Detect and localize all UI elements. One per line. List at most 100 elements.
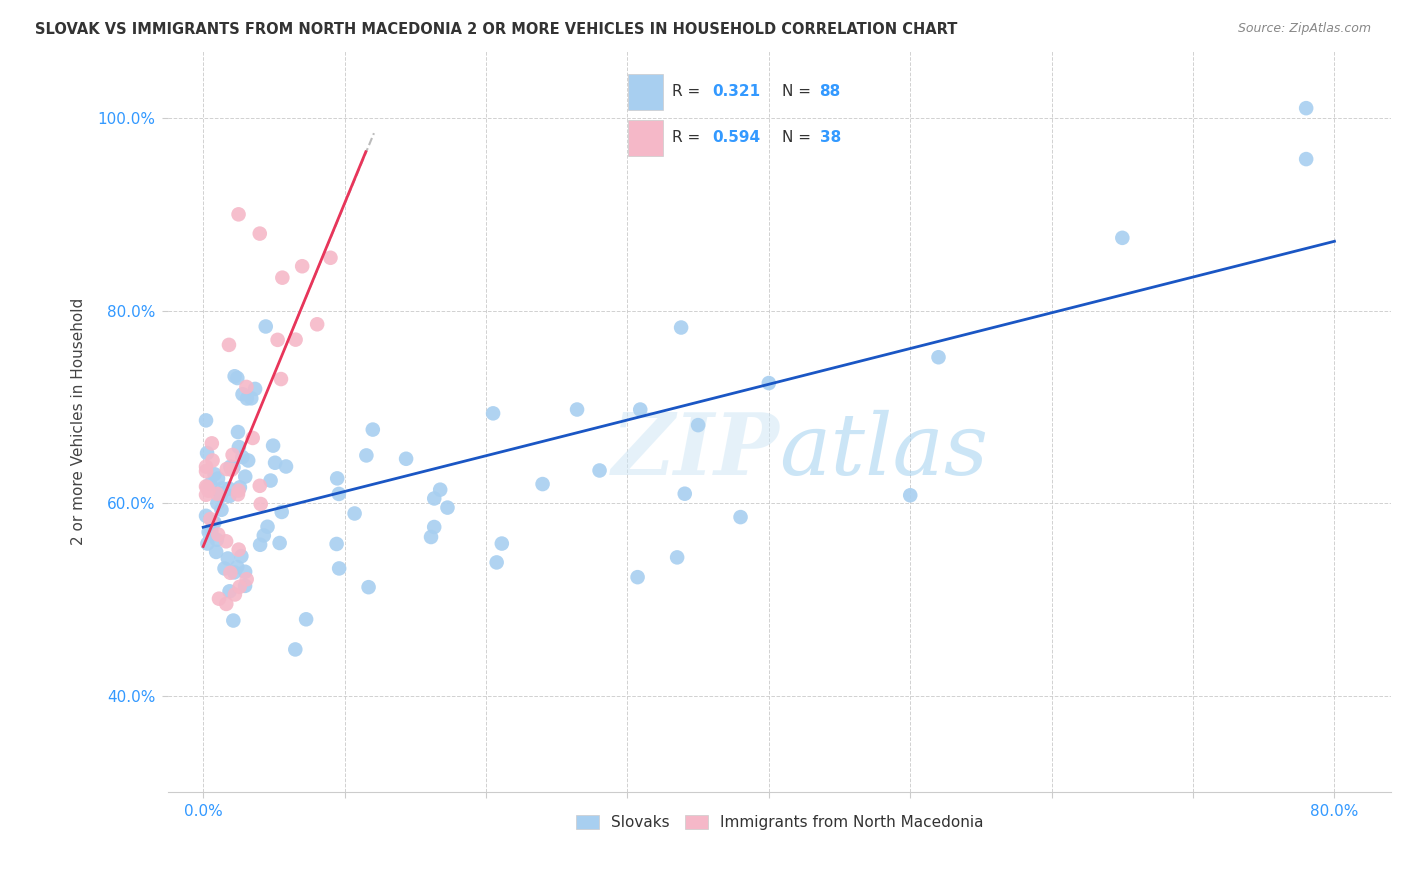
Point xyxy=(204,467,226,482)
Point xyxy=(628,402,651,417)
Point xyxy=(256,520,278,534)
Point xyxy=(730,510,752,524)
Point xyxy=(669,320,692,334)
Point xyxy=(207,472,229,486)
Point xyxy=(195,508,218,523)
Point xyxy=(201,436,224,450)
Point xyxy=(228,440,250,454)
Point xyxy=(343,507,366,521)
Point xyxy=(200,476,222,491)
Point xyxy=(284,333,307,347)
Point xyxy=(195,459,218,474)
Point xyxy=(202,516,225,530)
Point xyxy=(240,392,263,406)
Point xyxy=(357,580,380,594)
Point xyxy=(274,459,297,474)
Point xyxy=(207,527,229,541)
Point xyxy=(328,487,350,501)
Point xyxy=(673,486,696,500)
Point xyxy=(1295,152,1317,166)
Text: atlas: atlas xyxy=(779,409,988,492)
Point xyxy=(218,584,240,599)
Point xyxy=(254,319,277,334)
Point xyxy=(222,460,245,475)
Point xyxy=(229,480,252,494)
Point xyxy=(361,423,384,437)
Point xyxy=(211,502,233,516)
Point xyxy=(195,464,218,478)
Point xyxy=(356,449,378,463)
Point xyxy=(666,550,689,565)
Point xyxy=(204,516,226,530)
Point xyxy=(491,536,513,550)
Point xyxy=(626,570,648,584)
Point xyxy=(228,542,250,557)
Point xyxy=(228,580,250,594)
Point xyxy=(235,380,257,394)
Point xyxy=(231,387,253,401)
Point xyxy=(215,597,238,611)
Point xyxy=(236,392,259,406)
Text: ZIP: ZIP xyxy=(612,409,779,492)
Point xyxy=(423,520,446,534)
Point xyxy=(195,413,218,427)
Point xyxy=(249,479,271,493)
Point xyxy=(222,614,245,628)
Point xyxy=(226,371,249,385)
Point xyxy=(195,480,218,494)
Point xyxy=(266,333,288,347)
Point xyxy=(436,500,458,515)
Point xyxy=(291,259,314,273)
Point xyxy=(270,505,292,519)
Point xyxy=(226,487,249,501)
Point xyxy=(205,533,228,547)
Point xyxy=(270,372,292,386)
Point xyxy=(259,474,281,488)
Point xyxy=(231,450,253,465)
Point xyxy=(1111,231,1133,245)
Point xyxy=(208,591,231,606)
Point xyxy=(264,456,287,470)
Point xyxy=(238,453,260,467)
Point xyxy=(295,612,318,626)
Point xyxy=(233,579,256,593)
Point xyxy=(224,369,246,384)
Point xyxy=(201,453,224,467)
Point xyxy=(482,406,505,420)
Point xyxy=(326,471,349,485)
Point xyxy=(197,536,219,550)
Point xyxy=(307,318,329,332)
Point xyxy=(211,481,233,495)
Point xyxy=(565,402,588,417)
Point xyxy=(205,545,228,559)
Point xyxy=(242,431,264,445)
Point xyxy=(218,489,240,503)
Point xyxy=(226,560,249,574)
Point xyxy=(898,488,921,502)
Point xyxy=(269,536,291,550)
Point xyxy=(221,463,243,477)
Point xyxy=(231,549,253,564)
Point xyxy=(758,376,780,390)
Point xyxy=(235,572,257,586)
Point xyxy=(328,561,350,575)
Point xyxy=(228,483,250,498)
Point xyxy=(531,477,554,491)
Point xyxy=(221,448,243,462)
Point xyxy=(207,496,229,510)
Text: Source: ZipAtlas.com: Source: ZipAtlas.com xyxy=(1237,22,1371,36)
Point xyxy=(197,524,219,539)
Point xyxy=(319,251,342,265)
Point xyxy=(209,486,232,500)
Point xyxy=(214,561,236,575)
Y-axis label: 2 or more Vehicles in Household: 2 or more Vehicles in Household xyxy=(72,298,86,545)
Point xyxy=(215,534,238,549)
Point xyxy=(1295,101,1317,115)
Point xyxy=(218,482,240,496)
Point xyxy=(249,538,271,552)
Point xyxy=(209,489,232,503)
Legend: Slovaks, Immigrants from North Macedonia: Slovaks, Immigrants from North Macedonia xyxy=(569,808,990,836)
Point xyxy=(429,483,451,497)
Point xyxy=(249,497,271,511)
Point xyxy=(588,463,610,477)
